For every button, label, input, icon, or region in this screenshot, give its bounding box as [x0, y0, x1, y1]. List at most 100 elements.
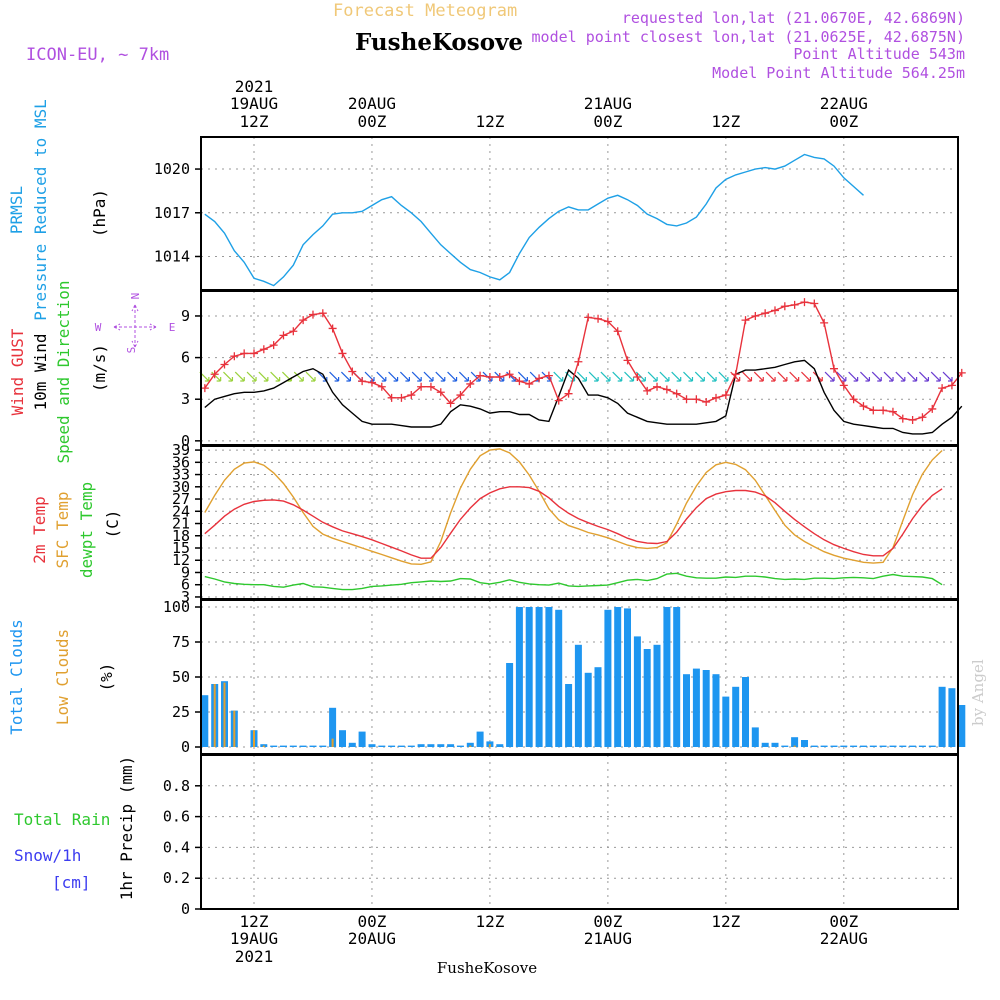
y-tick-label: 50	[172, 668, 190, 686]
wind-direction-arrow	[671, 371, 682, 382]
wind-gust-marker	[810, 299, 819, 308]
wind-gust-marker	[603, 317, 612, 326]
total-cloud-bar	[673, 607, 681, 747]
y-tick-label: 1017	[154, 204, 190, 222]
total-cloud-bar	[712, 674, 720, 747]
wind-direction-arrow	[293, 371, 304, 382]
wind-direction-arrow	[753, 371, 764, 382]
y-tick-label: 0.6	[163, 808, 190, 826]
wind-direction-arrow	[789, 371, 800, 382]
total-cloud-bar	[515, 607, 523, 747]
time-label-bottom: 12Z	[240, 912, 269, 931]
total-cloud-bar	[535, 607, 543, 747]
total-cloud-bar	[889, 745, 897, 747]
wind-gust-marker	[525, 379, 534, 388]
wind-gust-marker	[289, 327, 298, 336]
y-tick-label: 3	[181, 588, 190, 606]
total-cloud-bar	[407, 745, 415, 747]
wind-direction-arrow	[281, 371, 293, 382]
time-label-top: 22AUG	[820, 94, 868, 113]
wind-gust-marker	[348, 367, 357, 376]
total-cloud-bar	[466, 742, 474, 747]
total-cloud-bar	[299, 745, 307, 747]
wind-gust-marker	[682, 395, 691, 404]
y-tick-label: 12	[172, 551, 190, 569]
wind-direction-arrow	[411, 371, 422, 382]
wind-gust-marker	[220, 360, 229, 369]
wind-direction-arrow	[553, 371, 564, 382]
time-label-top: 00Z	[358, 112, 387, 131]
wind-gust-marker	[407, 391, 416, 400]
time-label-bottom: 22AUG	[820, 929, 868, 948]
wind-gust-marker	[643, 386, 652, 395]
wind-direction-arrow	[659, 371, 670, 382]
wind-direction-arrow	[211, 371, 222, 382]
wind-gust-marker	[417, 382, 426, 391]
wind-gust-marker	[888, 407, 897, 416]
wind-gust-marker	[456, 391, 465, 400]
y-tick-label: 39	[172, 441, 190, 459]
y-tick-label: 24	[172, 502, 190, 520]
temp-unit: (C)	[103, 510, 122, 539]
wind-direction-arrow	[223, 371, 234, 382]
total-cloud-bar	[388, 745, 396, 747]
time-label-top: 2021	[235, 77, 274, 96]
total-cloud-bar	[427, 744, 435, 747]
total-cloud-bar	[742, 677, 749, 747]
total-cloud-bar	[584, 672, 592, 747]
total-cloud-bar	[348, 742, 356, 747]
wind-gust-marker	[938, 384, 947, 393]
wind-direction-arrow	[860, 371, 871, 382]
wind-direction-arrow	[742, 371, 753, 382]
time-label-top: 00Z	[829, 112, 858, 131]
wind-direction-arrow	[246, 371, 257, 382]
sfc-temp-series	[204, 448, 943, 566]
y-tick-label: 1014	[154, 247, 190, 265]
wind-gust-marker	[957, 368, 966, 377]
wind-gust-marker	[279, 331, 288, 340]
wind-direction-arrow	[624, 371, 635, 382]
closest-coords: model point closest lon,lat (21.0625E, 4…	[532, 28, 965, 46]
total-cloud-bar	[850, 745, 858, 747]
total-cloud-bar	[643, 649, 651, 747]
wind-gust-marker	[308, 310, 317, 319]
total-cloud-bar	[447, 744, 455, 747]
wind-direction-arrow	[718, 371, 729, 382]
y-tick-label: 6	[181, 349, 190, 367]
wind-unit: (m/s)	[90, 344, 109, 392]
watermark: by Angel	[969, 659, 987, 726]
panel-frame	[200, 445, 959, 600]
compass-e: E	[169, 321, 176, 334]
wind-gust-marker	[721, 391, 730, 400]
temp-title: 2m Temp	[30, 496, 49, 563]
low-cloud-bar	[233, 710, 236, 747]
total-cloud-bar	[555, 609, 563, 747]
wind-gust-marker	[751, 311, 760, 320]
total-cloud-bar	[879, 745, 887, 747]
total-cloud-bar	[869, 745, 877, 747]
wind-direction-arrow	[376, 371, 387, 382]
wind-direction-arrow	[883, 371, 894, 382]
total-cloud-bar	[781, 745, 789, 747]
low-cloud-bar	[213, 684, 216, 747]
y-tick-label: 1020	[154, 160, 190, 178]
wind-gust-marker	[436, 388, 445, 397]
y-tick-label: 0	[181, 432, 190, 450]
model-name: ICON-EU, ~ 7km	[26, 45, 169, 65]
wind-gust-marker	[790, 300, 799, 309]
total-cloud-bar	[358, 731, 366, 747]
wind-gust-marker	[358, 377, 367, 386]
wind-direction-arrow	[871, 371, 882, 382]
total-cloud-bar	[574, 644, 582, 747]
wind-gust-marker	[535, 374, 544, 383]
pressure-unit: (hPa)	[90, 189, 109, 237]
time-label-top: 21AUG	[584, 94, 632, 113]
total-cloud-bar	[751, 727, 759, 747]
wind-gust-marker	[702, 397, 711, 406]
wind-gust-marker	[476, 371, 485, 380]
wind-direction-arrow	[305, 371, 316, 382]
y-tick-label: 18	[172, 527, 190, 545]
y-tick-label: 100	[163, 598, 190, 616]
wind-gust-marker	[554, 396, 563, 405]
